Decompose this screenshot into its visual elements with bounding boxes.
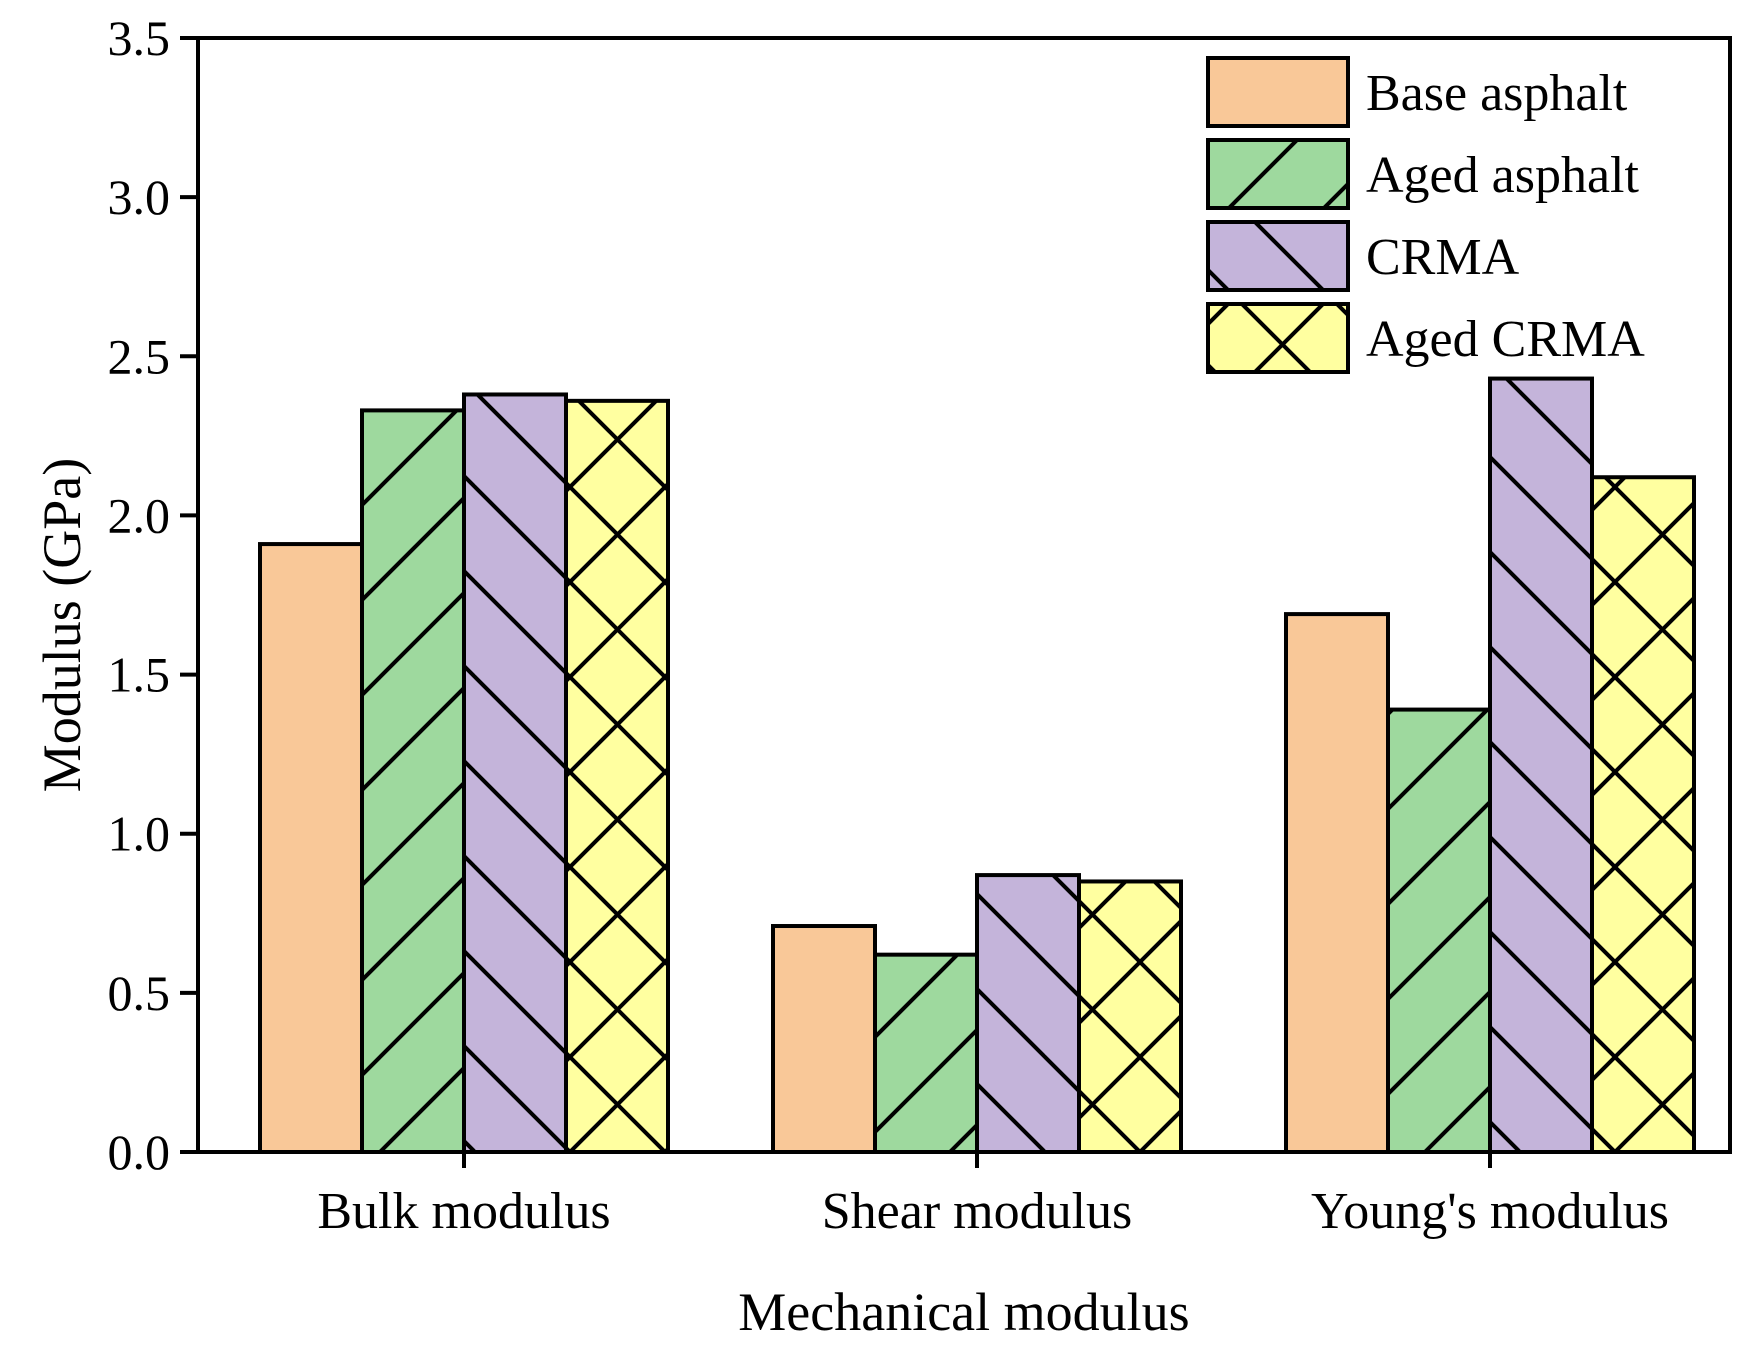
bar-aged-crma-shear-modulus <box>1077 879 1183 1154</box>
legend-swatch-base-asphalt <box>1206 56 1350 128</box>
y-tick-label: 2.0 <box>108 487 171 543</box>
legend-swatch-aged-crma <box>1206 302 1350 374</box>
bar-crma-young-s-modulus <box>1488 376 1594 1154</box>
y-tick-label: 0.5 <box>108 965 171 1021</box>
bar-aged-asphalt-bulk-modulus <box>360 408 466 1154</box>
legend-swatch-crma <box>1206 220 1350 292</box>
bars-layer <box>258 376 1696 1155</box>
x-category-label: Shear modulus <box>822 1183 1133 1240</box>
x-category-label: Bulk modulus <box>317 1183 610 1240</box>
bar-aged-asphalt-young-s-modulus <box>1386 707 1492 1155</box>
x-axis: Bulk modulus Shear modulus Young's modulus <box>317 1152 1669 1240</box>
y-tick-label: 3.0 <box>108 169 171 225</box>
x-category-label: Young's modulus <box>1311 1183 1669 1240</box>
legend: Base asphalt Aged asphalt CRMA Aged CRMA <box>1206 56 1645 374</box>
x-axis-title: Mechanical modulus <box>738 1282 1189 1342</box>
bar-aged-crma-young-s-modulus <box>1590 475 1696 1154</box>
y-axis-title: Modulus (GPa) <box>32 458 92 793</box>
y-tick-label: 0.0 <box>108 1124 171 1180</box>
legend-label-base-asphalt: Base asphalt <box>1366 65 1628 122</box>
bar-aged-asphalt-shear-modulus <box>873 952 979 1154</box>
bar-base-asphalt-bulk-modulus <box>258 542 364 1154</box>
bar-crma-bulk-modulus <box>462 392 568 1155</box>
legend-label-aged-asphalt: Aged asphalt <box>1366 147 1639 204</box>
legend-label-crma: CRMA <box>1366 229 1520 286</box>
bar-base-asphalt-shear-modulus <box>771 924 877 1155</box>
y-tick-label: 2.5 <box>108 328 171 384</box>
legend-label-aged-crma: Aged CRMA <box>1366 311 1645 368</box>
plot-frame <box>196 36 1732 1154</box>
y-tick-label: 1.5 <box>108 647 171 703</box>
legend-swatch-aged-asphalt <box>1206 138 1350 210</box>
y-tick-label: 1.0 <box>108 806 171 862</box>
bar-aged-crma-bulk-modulus <box>564 398 670 1154</box>
y-tick-label: 3.5 <box>108 10 171 66</box>
bar-crma-shear-modulus <box>975 873 1081 1154</box>
y-axis: 0.0 0.5 1.0 1.5 2.0 2.5 3.0 3.5 <box>108 10 198 1180</box>
bar-base-asphalt-young-s-modulus <box>1284 612 1390 1154</box>
